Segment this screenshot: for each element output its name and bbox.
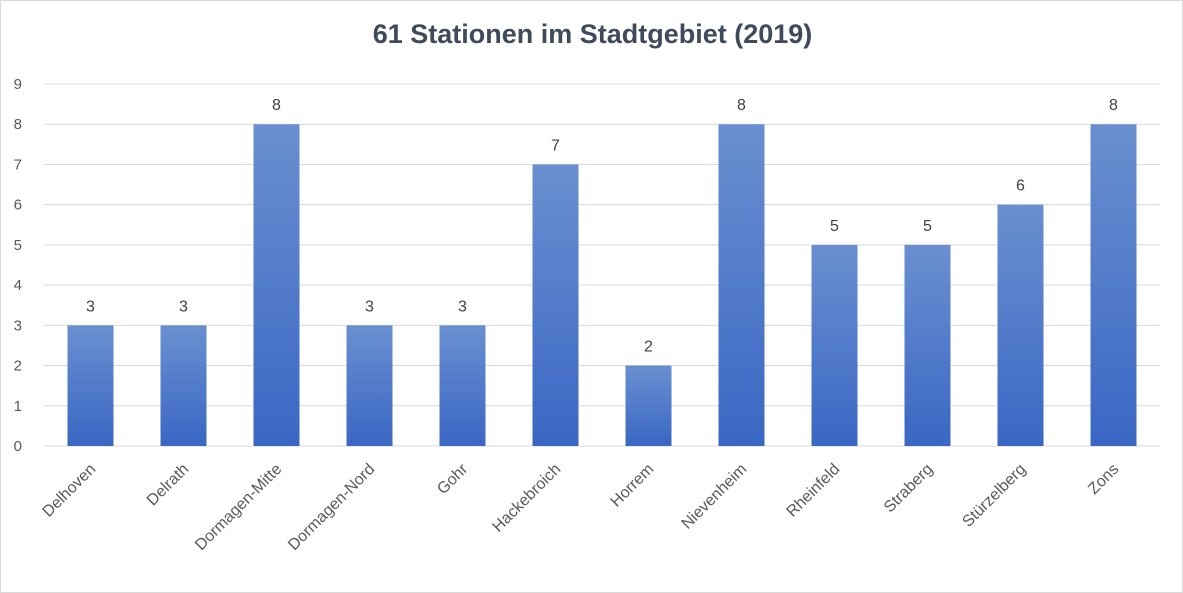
x-tick-label: Zons [1085, 461, 1122, 498]
y-tick-label: 7 [14, 156, 22, 173]
data-label: 6 [1016, 178, 1025, 195]
bars [67, 124, 1137, 446]
y-tick-label: 2 [14, 358, 22, 375]
y-tick-label: 0 [14, 438, 22, 455]
bar [439, 325, 486, 446]
data-label: 8 [1109, 97, 1118, 114]
bar [346, 325, 393, 446]
x-tick-label: Dormagen-Nord [285, 461, 378, 554]
y-tick-label: 4 [14, 277, 22, 294]
data-label: 3 [86, 298, 95, 315]
y-tick-label: 8 [14, 116, 22, 133]
data-labels: 3 3 8 3 3 7 2 8 5 5 6 8 [86, 97, 1118, 355]
data-label: 3 [365, 298, 374, 315]
chart-title: 61 Stationen im Stadtgebiet (2019) [372, 19, 813, 49]
data-label: 3 [458, 298, 467, 315]
bar [253, 124, 300, 446]
bar [811, 244, 858, 446]
x-tick-label: Horrem [608, 461, 658, 511]
bar [67, 325, 114, 446]
data-label: 5 [923, 218, 932, 235]
data-label: 3 [179, 298, 188, 315]
x-tick-label: Gohr [434, 460, 472, 498]
x-tick-label: Dormagen-Mitte [192, 461, 285, 554]
y-tick-label: 6 [14, 197, 22, 214]
gridlines [44, 83, 1160, 447]
bar [625, 365, 672, 446]
x-tick-label: Delhoven [40, 461, 100, 521]
x-tick-label: Nievenheim [679, 461, 751, 533]
bar [997, 204, 1044, 446]
bar [160, 325, 207, 446]
bar [532, 164, 579, 446]
x-tick-label: Delrath [144, 461, 192, 509]
x-tick-label: Stürzelberg [959, 461, 1029, 531]
data-label: 5 [830, 218, 839, 235]
y-tick-label: 5 [14, 237, 22, 254]
bar [718, 124, 765, 446]
x-tick-label: Hackebroich [489, 461, 564, 536]
data-label: 8 [737, 97, 746, 114]
data-label: 7 [551, 137, 560, 154]
y-tick-label: 9 [14, 76, 22, 93]
x-tick-label: Straberg [881, 461, 936, 516]
y-tick-label: 1 [14, 398, 22, 415]
data-label: 8 [272, 97, 281, 114]
bar [1090, 124, 1137, 446]
y-tick-label: 3 [14, 317, 22, 334]
y-axis: 0 1 2 3 4 5 6 7 8 9 [14, 76, 22, 455]
x-tick-label: Rheinfeld [784, 461, 844, 521]
data-label: 2 [644, 339, 653, 356]
x-axis: Delhoven Delrath Dormagen-Mitte Dormagen-No… [40, 460, 1123, 554]
bar [904, 244, 951, 446]
